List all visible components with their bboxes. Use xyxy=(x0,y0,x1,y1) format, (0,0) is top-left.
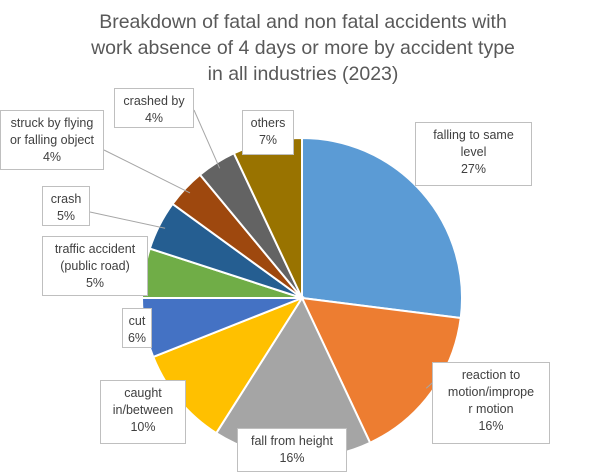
data-label-percent: 4% xyxy=(42,150,62,164)
data-label: struck by flying or falling object 4% xyxy=(0,110,104,170)
leader-line xyxy=(193,109,221,169)
data-label: traffic accident (public road) 5% xyxy=(42,236,148,296)
data-label-category: r motion xyxy=(468,402,514,416)
leader-line xyxy=(89,211,166,229)
data-label-percent: 4% xyxy=(144,111,164,125)
data-label-category: traffic accident xyxy=(54,242,136,256)
data-label-category: level xyxy=(460,145,487,159)
data-label: caught in/between 10% xyxy=(100,380,186,444)
chart-title-line-2: work absence of 4 days or more by accide… xyxy=(91,37,515,59)
data-label-category: others xyxy=(250,116,286,130)
pie-slice xyxy=(300,296,462,445)
data-label: falling to same level 27% xyxy=(415,122,532,186)
data-label-percent: 5% xyxy=(56,209,76,223)
data-label: fall from height 16% xyxy=(237,428,347,472)
data-label-percent: 16% xyxy=(279,451,305,465)
data-label: others 7% xyxy=(242,110,294,155)
data-label-percent: 10% xyxy=(130,420,156,434)
data-label-category: motion/imprope xyxy=(447,385,535,399)
data-label: cut 6% xyxy=(122,308,152,348)
data-label-percent: 5% xyxy=(85,276,105,290)
data-label-category: or falling object xyxy=(9,133,95,147)
chart-title-line-3: in all industries (2023) xyxy=(207,63,399,85)
data-label-percent: 16% xyxy=(478,419,504,433)
data-label-category: (public road) xyxy=(60,259,130,273)
data-label-category: in/between xyxy=(112,403,174,417)
data-label-category: struck by flying xyxy=(10,116,94,130)
chart-title: Breakdown of fatal and non fatal acciden… xyxy=(0,9,606,87)
data-label-percent: 7% xyxy=(258,133,278,147)
data-label: crashed by 4% xyxy=(114,88,194,128)
data-label-category: crash xyxy=(50,192,82,206)
data-label-category: reaction to xyxy=(461,368,521,382)
data-label: crash 5% xyxy=(42,186,90,226)
pie-slice xyxy=(301,136,463,320)
data-label-category: cut xyxy=(128,314,146,328)
data-label-category: fall from height xyxy=(251,434,333,448)
data-label-percent: 27% xyxy=(460,162,487,176)
leader-line xyxy=(103,149,191,194)
chart-title-line-1: Breakdown of fatal and non fatal acciden… xyxy=(99,11,507,33)
data-label: reaction to motion/imprope r motion 16% xyxy=(432,362,550,444)
data-label-percent: 6% xyxy=(127,331,147,345)
data-label-category: caught xyxy=(124,386,162,400)
data-label-category: crashed by xyxy=(123,94,185,108)
data-label-category: falling to same xyxy=(433,128,514,142)
